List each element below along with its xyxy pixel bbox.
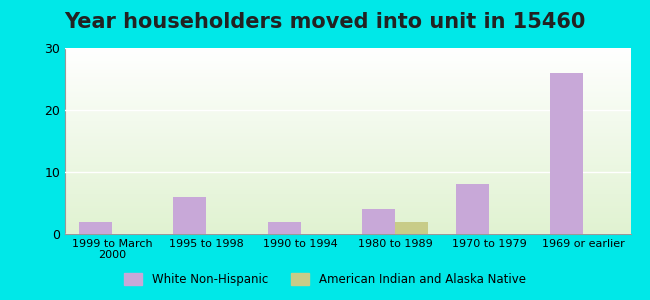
Text: Year householders moved into unit in 15460: Year householders moved into unit in 154… [64,12,586,32]
Bar [395,222,428,234]
Bar [456,184,489,234]
Legend: White Non-Hispanic, American Indian and Alaska Native: White Non-Hispanic, American Indian and … [120,268,530,291]
Bar [362,209,395,234]
Bar [174,197,207,234]
Bar [551,73,584,234]
Bar [79,222,112,234]
Bar [268,222,300,234]
